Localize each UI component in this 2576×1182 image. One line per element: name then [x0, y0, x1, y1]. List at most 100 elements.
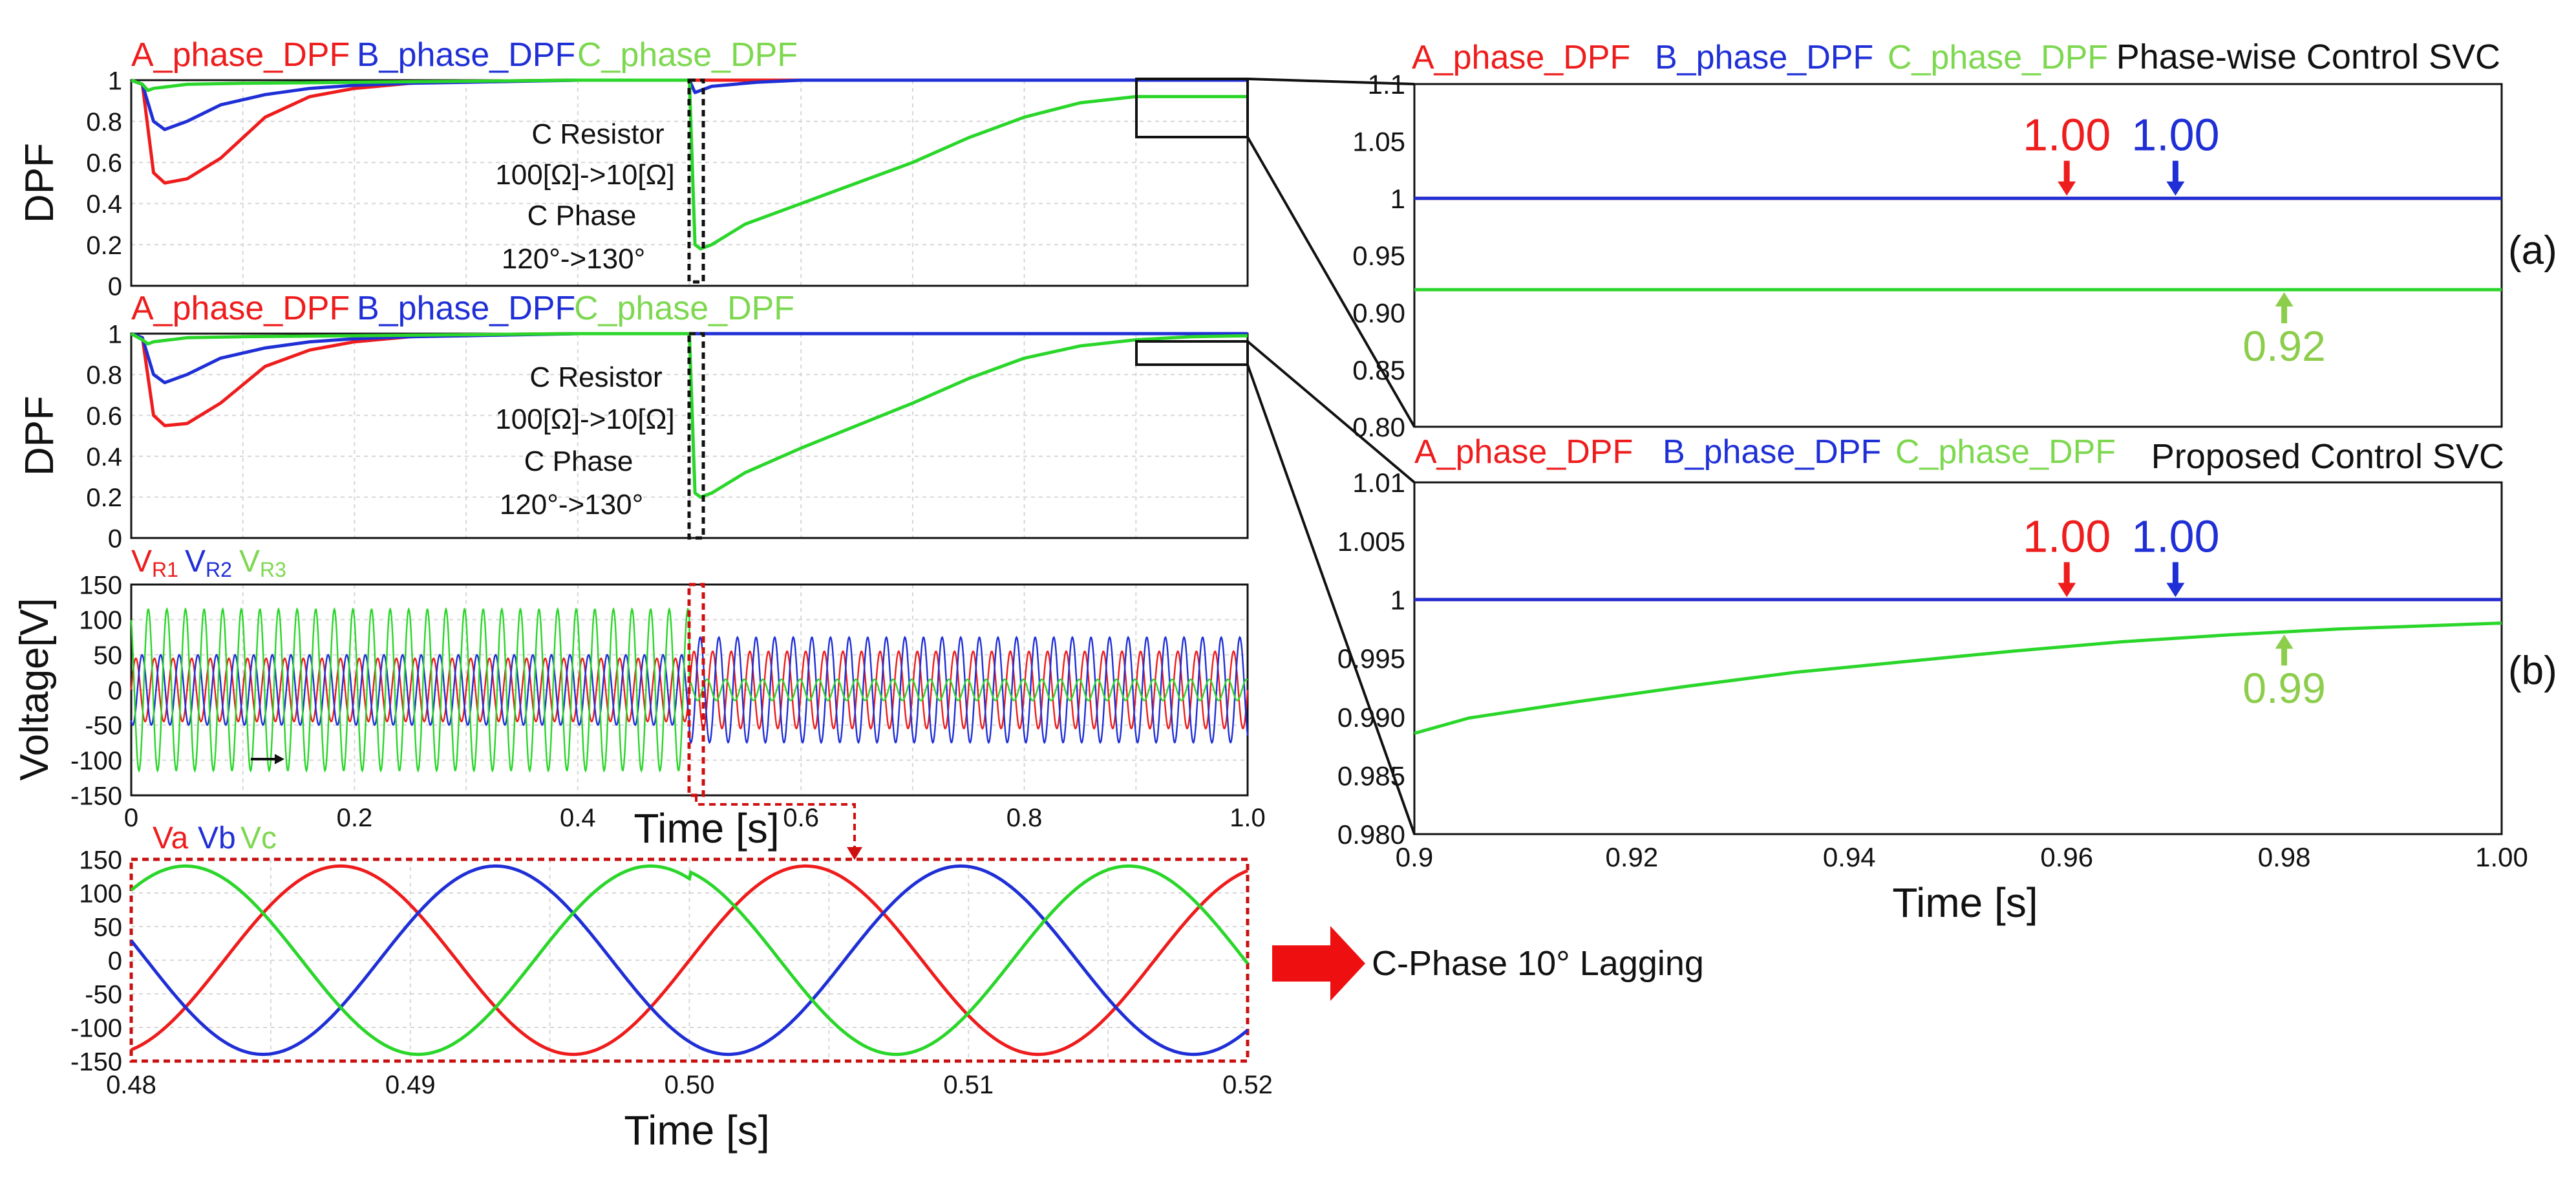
y-tick-label: 0.985 — [1337, 760, 1405, 791]
y-tick-label: 1 — [1390, 585, 1405, 615]
legend-entry-2: C_phase_DPF — [577, 36, 798, 74]
legend-sub: R2 — [206, 558, 232, 581]
small-arrow-head — [275, 754, 284, 764]
lagging-arrow-icon — [1272, 926, 1365, 1001]
legend-entry-0: A_phase_DPF — [131, 290, 350, 327]
legend-entry-1: B_phase_DPF — [1655, 39, 1873, 76]
legend-entry-2: C_phase_DPF — [1888, 39, 2108, 76]
x-tick-label: 0 — [124, 804, 138, 832]
series-line-B_phase_DPF — [131, 78, 1248, 131]
series-line-C_phase_DPF — [131, 78, 1248, 251]
y-tick-label: 0.90 — [1352, 297, 1405, 328]
x-tick-label: 1.0 — [1229, 804, 1266, 832]
x-tick-label: 0.2 — [337, 804, 373, 832]
y-tick-label: 1 — [1390, 184, 1405, 214]
zoom-box-top — [1135, 78, 1249, 138]
annot-resistor-change-1: 100[Ω]->10[Ω] — [495, 159, 674, 191]
y-tick-label: 50 — [94, 641, 123, 670]
y-tick-label: 0.8 — [86, 361, 122, 390]
zoom-connector-voltage — [695, 795, 856, 851]
plot-frame — [1413, 83, 2503, 428]
annot-label: 0.92 — [2242, 322, 2325, 370]
x-tick-label: 0.8 — [1006, 804, 1043, 832]
legend-entry-1: B_phase_DPF — [1663, 433, 1881, 471]
dpf_proposed_full-group: 0 0.2 0.4 0.6 0.8 1 A_phase_DPF B_phase_DPFC_ph… — [17, 290, 1249, 553]
legend-entry-2: VR3 — [239, 544, 286, 581]
y-tick-label: 0.85 — [1352, 355, 1405, 385]
y-tick-label: 0 — [108, 524, 122, 553]
y-tick-label: 1.05 — [1352, 126, 1405, 156]
legend-entry-1: Vb — [198, 821, 236, 855]
y-tick-label: 50 — [94, 913, 123, 941]
x-tick-label: 0.49 — [385, 1071, 436, 1099]
annot-c-resistor-2: C Resistor — [529, 361, 662, 393]
annot-arrow-head — [2275, 634, 2294, 649]
y-tick-label: 0.4 — [86, 190, 122, 219]
annot-phase-change-2: 120°->130° — [500, 489, 643, 521]
y-axis-label: DPF — [17, 396, 62, 476]
annot-arrow-head — [2275, 292, 2294, 306]
y-tick-label: 1 — [108, 67, 122, 95]
dpf_phasewise_full-group: 0 0.2 0.4 0.6 0.8 1 A_phase_DPF B_phase_DPF C_ph… — [17, 36, 1249, 301]
x-tick-label: 0.6 — [783, 804, 819, 832]
annot-resistor-change-2: 100[Ω]->10[Ω] — [495, 403, 674, 435]
legend-entry-1: VR2 — [185, 544, 232, 581]
y-tick-label: -100 — [70, 747, 122, 775]
waveform-V_R2 — [130, 636, 1249, 744]
legend-main: V — [239, 544, 260, 579]
y-axis-label: Voltage[V] — [12, 598, 57, 781]
series-line-C_phase_DPF — [1414, 621, 2502, 735]
annot-arrow-head — [2058, 583, 2076, 597]
legend-entry-2: C_phase_DPF — [574, 290, 794, 327]
lagging-text: C-Phase 10° Lagging — [1372, 944, 1704, 983]
legend-entry-0: A_phase_DPF — [131, 36, 350, 74]
x-axis-label: Time [s] — [633, 805, 779, 852]
legend-sub: R1 — [152, 558, 178, 581]
x-axis-label: Time [s] — [624, 1107, 769, 1154]
annot-label: 1.00 — [2131, 110, 2219, 160]
zoom-connector-arrowhead — [847, 847, 862, 860]
annot-c-phase-1: C Phase — [527, 200, 637, 231]
annot-label: 1.00 — [2023, 511, 2111, 561]
y-tick-label: 0.6 — [86, 402, 122, 431]
label-b: (b) — [2508, 649, 2557, 693]
legend-main: V — [131, 544, 152, 579]
chart-title: Phase-wise Control SVC — [2116, 38, 2500, 76]
y-tick-label: -100 — [70, 1014, 122, 1042]
zoom-line-a-top — [1247, 78, 1415, 85]
event-box-mid — [687, 332, 705, 540]
legend-main: V — [185, 544, 206, 579]
event-box-top — [687, 78, 705, 284]
x-axis-label: Time [s] — [1892, 879, 2038, 926]
annot-arrow-head — [2058, 181, 2076, 196]
voltage_full-group: -150 -100 -50 0 50 100 150 0 0.2 0.4 0.6 0.8 1.0 Volt… — [12, 544, 1266, 852]
annot-c-resistor-1: C Resistor — [531, 118, 664, 150]
y-tick-label: 150 — [79, 571, 122, 599]
y-tick-label: 100 — [79, 879, 122, 908]
y-tick-label: -50 — [85, 712, 122, 740]
y-tick-label: 0.980 — [1337, 819, 1405, 850]
x-tick-label: 0.48 — [106, 1071, 156, 1099]
annot-arrow-head — [2166, 181, 2185, 196]
annot-label: 0.99 — [2242, 664, 2325, 712]
annot-c-phase-2: C Phase — [524, 446, 633, 477]
series-line-C_phase_DPF — [130, 332, 1248, 499]
waveform-Vb — [130, 864, 1249, 1057]
x-tick-label: 0.92 — [1606, 842, 1659, 872]
y-axis-label: DPF — [17, 143, 62, 223]
x-tick-label: 0.98 — [2258, 842, 2311, 872]
x-tick-label: 0.94 — [1823, 842, 1876, 872]
legend-entry-0: A_phase_DPF — [1412, 39, 1630, 76]
y-tick-label: 150 — [79, 846, 122, 874]
zoom-box-mid — [1135, 340, 1249, 366]
zoom-line-b-bottom — [1246, 364, 1416, 835]
legend-sub: R3 — [260, 558, 286, 581]
annot-label: 1.00 — [2131, 511, 2219, 561]
waveform-Vc — [130, 864, 1249, 1057]
y-tick-label: -150 — [70, 1048, 122, 1076]
x-tick-label: 0.96 — [2040, 842, 2093, 872]
label-a: (a) — [2508, 228, 2557, 273]
